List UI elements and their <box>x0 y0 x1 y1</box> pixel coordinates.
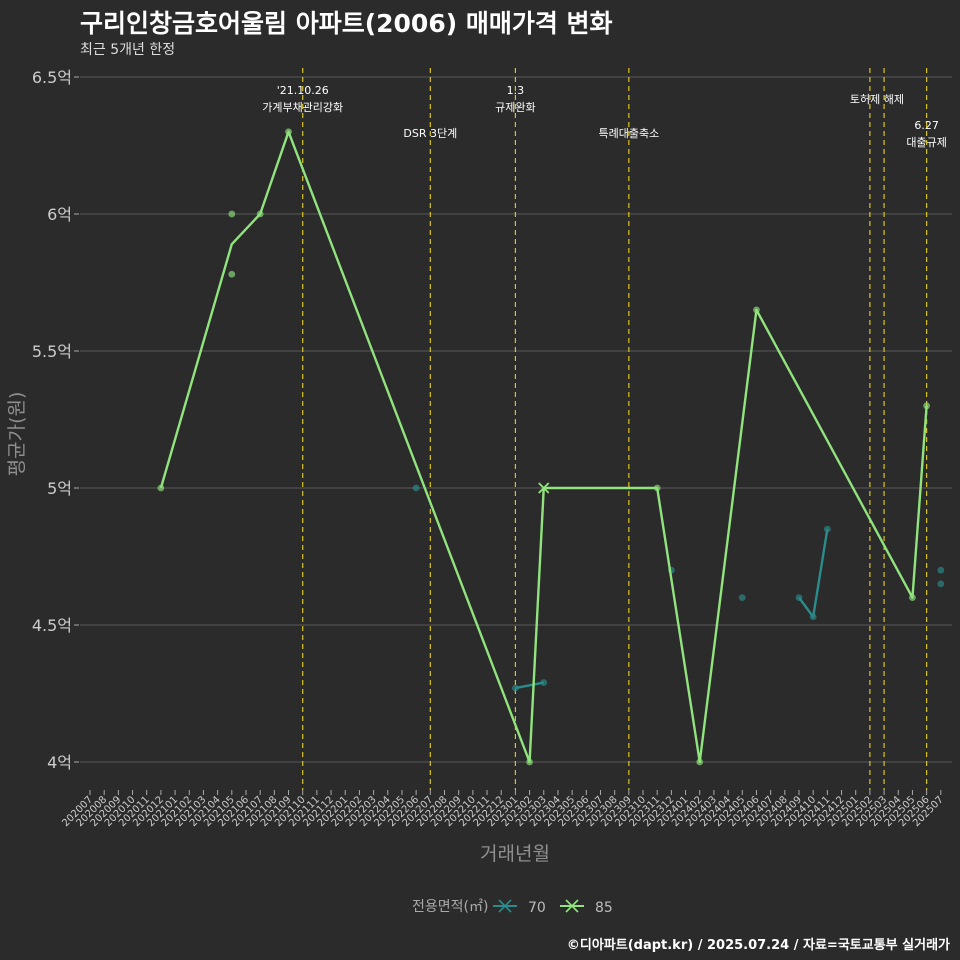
series-layer <box>157 128 945 766</box>
series-line-70 <box>515 681 544 690</box>
data-point-85 <box>157 484 165 492</box>
event-label: 6.27 <box>914 119 939 132</box>
legend-label-85: 85 <box>595 900 613 916</box>
series-70 <box>412 484 945 692</box>
chart-title: 구리인창금호어울림 아파트(2006) 매매가격 변화 <box>80 9 613 38</box>
series-85 <box>157 128 931 766</box>
data-point-85 <box>285 128 292 136</box>
data-point-85 <box>228 210 236 218</box>
event-label: '21.10.26 <box>277 84 329 97</box>
data-point-70 <box>795 594 803 601</box>
data-point-85 <box>228 270 236 278</box>
legend-key-marker <box>498 899 512 913</box>
event-label: 토허제 해제 <box>850 92 904 106</box>
legend: 전용면적(㎡) 70 85 <box>412 899 613 916</box>
y-tick-label: 5.5억 <box>32 342 72 361</box>
data-point-85 <box>909 594 916 601</box>
y-tick-label: 4.5억 <box>32 616 72 635</box>
event-label: 특례대출축소 <box>598 127 659 140</box>
data-point-85 <box>526 758 533 766</box>
legend-label-70: 70 <box>528 900 546 916</box>
source-caption: ©디아파트(dapt.kr) / 2025.07.24 / 자료=국토교통부 실… <box>566 938 950 953</box>
event-label: 규제완화 <box>495 101 535 114</box>
data-point-70 <box>823 525 831 533</box>
chart-subtitle: 최근 5개년 한정 <box>80 42 176 58</box>
data-point-85 <box>753 306 760 314</box>
data-point-70 <box>937 566 945 574</box>
y-axis-ticks: 4억 4.5억 5억 5.5억 6억 6.5억 <box>32 68 79 772</box>
data-point-70 <box>738 594 746 601</box>
x-axis-ticks: 2020072020082020092020102020112020122021… <box>60 790 946 829</box>
y-tick-label: 4억 <box>47 753 72 772</box>
legend-key-marker <box>565 899 579 913</box>
y-axis-title: 평균가(원) <box>6 392 28 477</box>
data-point-85 <box>256 210 264 218</box>
data-point-70 <box>540 679 548 686</box>
y-tick-label: 6.5억 <box>32 68 72 87</box>
data-point-70 <box>809 613 817 621</box>
data-point-85 <box>923 402 931 410</box>
event-label: 가계부채관리강화 <box>262 101 343 114</box>
series-line-70 <box>798 528 829 618</box>
event-label: DSR 3단계 <box>403 127 457 140</box>
legend-title: 전용면적(㎡) <box>412 899 488 915</box>
y-tick-label: 6억 <box>47 205 72 224</box>
series-line-85 <box>159 130 928 764</box>
data-point-85 <box>653 484 661 492</box>
x-axis-title: 거래년월 <box>480 843 550 865</box>
data-point-70 <box>512 684 519 692</box>
data-point-70 <box>412 484 420 492</box>
y-tick-label: 5억 <box>47 479 72 498</box>
data-point-70 <box>937 580 945 588</box>
event-label: 대출규제 <box>906 136 946 149</box>
event-label: 1.3 <box>507 84 525 97</box>
data-point-85 <box>696 758 704 766</box>
cross-marker-85 <box>538 482 550 494</box>
